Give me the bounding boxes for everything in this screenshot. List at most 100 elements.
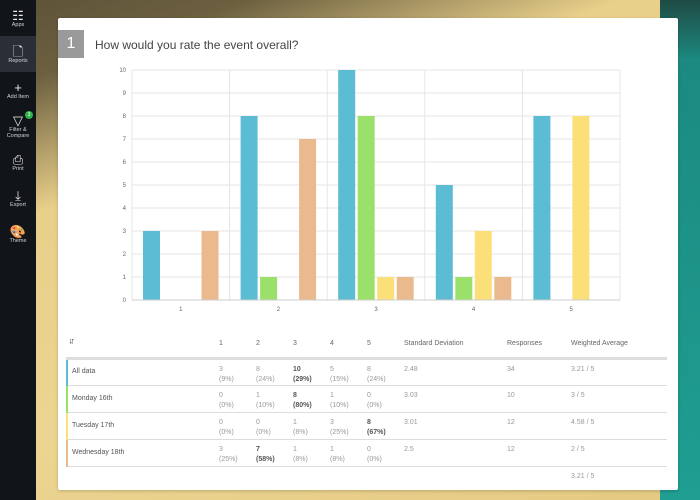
bar: [435, 185, 453, 300]
weighted-average: 2 / 5: [569, 439, 667, 467]
sidebar: ☷ Apps 🗋 Reports + Add Item ▽ 3 Filter & Comp…: [0, 0, 36, 500]
x-tick-label: 5: [570, 307, 574, 313]
y-tick-label: 8: [123, 114, 127, 120]
table-footer: 3.21 / 5: [67, 466, 667, 493]
bar: [494, 277, 512, 300]
count: 1: [330, 445, 334, 453]
table-row: Tuesday 17th 0 (0%) 0 (0%) 1 (8%) 3 (25%) 8 (67%) 3…: [66, 412, 667, 440]
percent: (8%): [293, 455, 308, 463]
bar: [377, 277, 395, 300]
percent: (15%): [330, 375, 349, 383]
bar: [396, 277, 414, 300]
x-tick-label: 2: [277, 307, 281, 313]
count: 1: [256, 391, 260, 399]
x-tick-label: 1: [179, 307, 183, 313]
bar: [260, 277, 278, 300]
count: 0: [219, 418, 223, 426]
std-dev: 2.48: [402, 358, 505, 386]
percent: (25%): [330, 428, 349, 436]
count-cell: 0 (0%): [217, 385, 254, 413]
sidebar-item-export[interactable]: ⤓ Export: [0, 180, 36, 216]
count: 1: [293, 418, 297, 426]
row-label: Monday 16th: [66, 385, 217, 413]
table-row: All data 3 (9%) 8 (24%) 10 (29%) 5 (15%) 8 (24%) 2.…: [66, 358, 667, 386]
count: 0: [256, 418, 260, 426]
count-cell: 8 (67%): [365, 412, 402, 440]
std-dev: 3.01: [402, 412, 505, 440]
y-tick-label: 2: [123, 252, 127, 258]
percent: (58%): [256, 455, 275, 463]
count-cell: 1 (10%): [254, 385, 291, 413]
col-header: Weighted Average: [569, 330, 667, 360]
col-header: 3: [291, 330, 328, 360]
count-cell: 3 (25%): [328, 412, 365, 440]
responses: 12: [505, 439, 569, 467]
y-tick-label: 5: [123, 183, 127, 189]
percent: (0%): [367, 401, 382, 409]
count-cell: 1 (8%): [291, 412, 328, 440]
sidebar-item-label: Reports: [8, 57, 28, 64]
count-cell: 7 (58%): [254, 439, 291, 467]
results-table: ⮃ 1 2 3 4 5 Standard Deviation Responses…: [66, 330, 667, 493]
sidebar-item-add-item[interactable]: + Add Item: [0, 72, 36, 108]
sidebar-item-label: Apps: [11, 21, 25, 28]
percent: (9%): [219, 375, 234, 383]
count-cell: 8 (24%): [365, 358, 402, 386]
sidebar-item-filter[interactable]: ▽ 3 Filter & Compare: [0, 108, 36, 144]
count-cell: 1 (8%): [291, 439, 328, 467]
percent: (24%): [367, 375, 386, 383]
question-number: 1: [58, 30, 84, 58]
count-cell: 10 (29%): [291, 358, 328, 386]
table-row: Monday 16th 0 (0%) 1 (10%) 8 (80%) 1 (10%) 0 (0%) 3…: [66, 385, 667, 413]
sidebar-item-reports[interactable]: 🗋 Reports: [0, 36, 36, 72]
sidebar-item-apps[interactable]: ☷ Apps: [0, 0, 36, 36]
y-tick-label: 3: [123, 229, 127, 235]
percent: (29%): [293, 375, 312, 383]
sidebar-item-print[interactable]: ⎙ Print: [0, 144, 36, 180]
percent: (10%): [330, 401, 349, 409]
bar: [240, 116, 258, 300]
overall-weighted-average: 3.21 / 5: [571, 472, 595, 480]
row-label: All data: [66, 358, 217, 386]
responses: 12: [505, 412, 569, 440]
percent: (8%): [293, 428, 308, 436]
percent: (25%): [219, 455, 238, 463]
swap-icon[interactable]: ⮃: [67, 330, 217, 360]
count: 8: [367, 418, 371, 426]
count-cell: 8 (80%): [291, 385, 328, 413]
col-header: 5: [365, 330, 402, 360]
percent: (0%): [367, 455, 382, 463]
sidebar-item-label: Add Item: [6, 93, 29, 100]
y-tick-label: 1: [123, 275, 127, 281]
count: 0: [219, 391, 223, 399]
print-icon: ⎙: [12, 151, 24, 167]
y-tick-label: 4: [123, 206, 127, 212]
sidebar-item-label: Export: [10, 201, 26, 208]
bar: [143, 231, 160, 300]
col-header: 2: [254, 330, 291, 360]
percent: (8%): [330, 455, 345, 463]
y-tick-label: 7: [123, 137, 127, 143]
count-cell: 0 (0%): [365, 385, 402, 413]
count: 10: [293, 365, 301, 373]
weighted-average: 4.58 / 5: [569, 412, 667, 440]
export-icon: ⤓: [15, 187, 21, 203]
sidebar-item-theme[interactable]: 🎨 Theme: [0, 216, 36, 252]
count-cell: 0 (0%): [254, 412, 291, 440]
table-row: Wednesday 18th 3 (25%) 7 (58%) 1 (8%) 1 (8%) 0 (0%…: [66, 439, 667, 467]
bar-chart: 0 1 2 3 4 5 6 7 8 9 10 1 2 3 4 5: [119, 68, 621, 313]
count: 5: [330, 365, 334, 373]
count: 3: [219, 445, 223, 453]
percent: (0%): [219, 428, 234, 436]
std-dev: 3.03: [402, 385, 505, 413]
std-dev: 2.5: [402, 439, 505, 467]
count: 3: [330, 418, 334, 426]
col-header: 1: [217, 330, 254, 360]
bar: [572, 116, 590, 300]
y-tick-label: 9: [123, 91, 127, 97]
count: 7: [256, 445, 260, 453]
palette-icon: 🎨: [9, 223, 27, 239]
report-icon: 🗋: [12, 43, 24, 59]
count-cell: 8 (24%): [254, 358, 291, 386]
count-cell: 5 (15%): [328, 358, 365, 386]
